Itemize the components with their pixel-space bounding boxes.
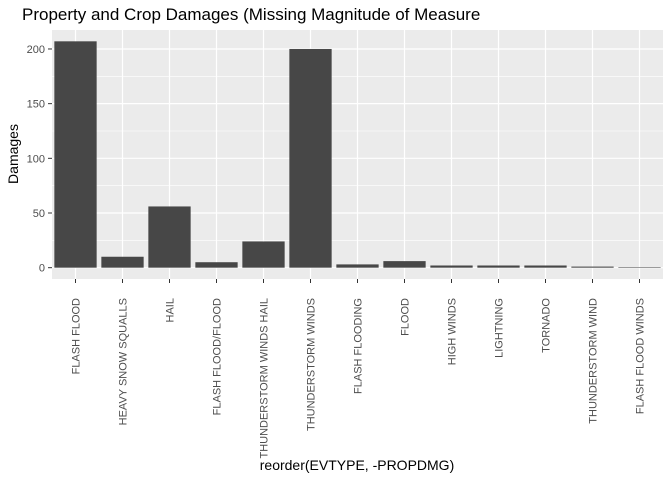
y-tick-label: 100 [27,153,45,165]
x-tick-label: FLOOD [400,298,412,336]
y-tick-label: 200 [27,44,45,56]
bar [289,48,332,268]
bar [54,41,97,268]
bar [383,261,426,268]
y-tick-label: 50 [33,208,45,220]
bar [430,265,473,268]
x-tick-label: FLASH FLOOD [71,298,83,374]
x-tick-label: THUNDERSTORM WINDS HAIL [259,298,271,459]
x-tick-label: FLASH FLOOD WINDS [635,298,647,414]
x-tick-label: LIGHTNING [494,298,506,358]
bar [148,206,191,268]
bar [336,264,379,268]
bar [477,265,520,268]
x-tick-label: HEAVY SNOW SQUALLS [118,298,130,425]
x-tick-label: TORNADO [541,298,553,353]
x-tick-label: FLASH FLOODING [353,298,365,394]
bar [101,256,144,268]
bars [54,41,661,268]
x-axis-title: reorder(EVTYPE, -PROPDMG) [260,457,454,473]
bar [195,262,238,268]
x-tick-label: HAIL [165,298,177,322]
x-tick-label: THUNDERSTORM WIND [588,298,600,424]
x-tick-label: FLASH FLOOD/FLOOD [212,298,224,415]
x-axis: FLASH FLOOD HEAVY SNOW SQUALLS HAIL FLASH F… [71,279,647,459]
bar [618,267,661,268]
y-axis: 0 50 100 150 200 [27,44,52,275]
y-axis-title: Damages [5,124,21,184]
y-tick-label: 0 [39,263,45,275]
chart-title: Property and Crop Damages (Missing Magni… [22,5,480,24]
y-tick-label: 150 [27,99,45,111]
x-tick-label: HIGH WINDS [447,298,459,365]
bar [242,241,285,268]
x-tick-label: THUNDERSTORM WINDS [306,298,318,431]
bar [571,266,614,268]
bar [524,265,567,268]
